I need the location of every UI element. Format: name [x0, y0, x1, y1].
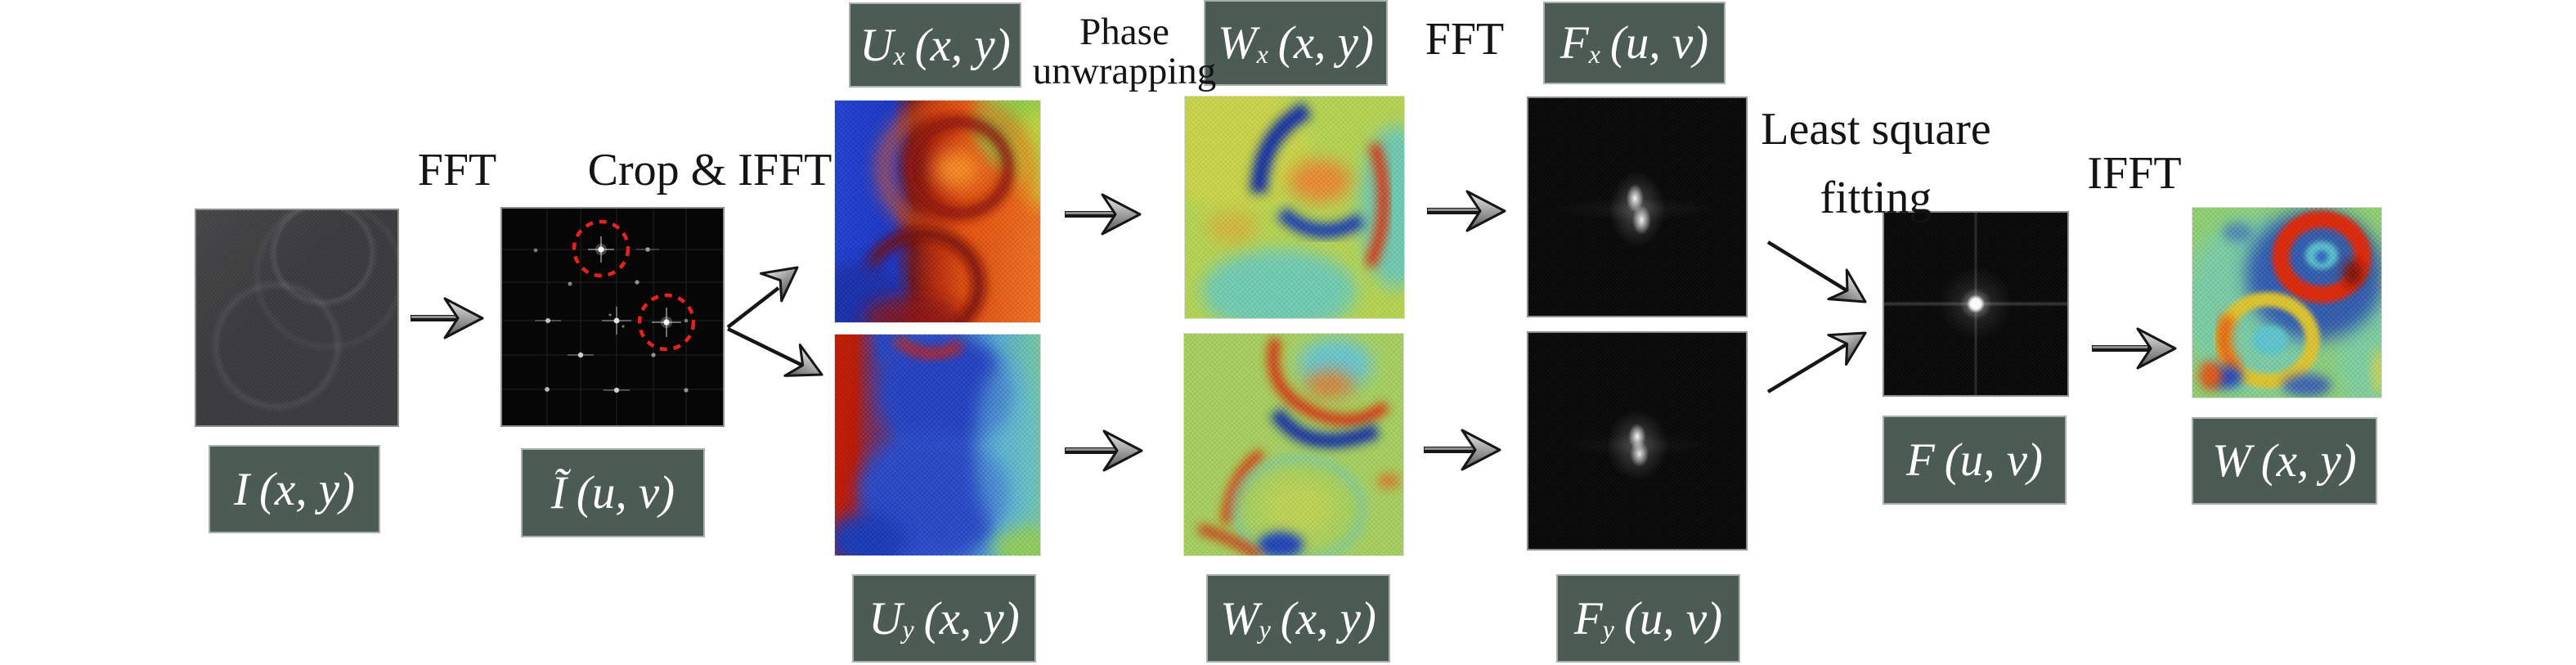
symbol-args: (x, y): [1280, 592, 1376, 645]
spectrum-peaks: [533, 236, 689, 393]
symbol-args: (u, v): [576, 467, 675, 519]
image-spectrum-fy: [1527, 331, 1748, 550]
step-text-line1: Least square: [1761, 104, 1991, 155]
arrow-fx-to-f: [1766, 240, 1867, 303]
symbol-main: U: [868, 592, 903, 645]
arrow-branch-to-uy: [727, 326, 824, 377]
step-text: FFT: [417, 145, 497, 195]
image-spectrum-fx: [1527, 97, 1748, 317]
arrow-wy-to-fy: [1424, 429, 1501, 471]
label-box-i-tilde: Ĩ (u, v): [521, 448, 705, 537]
symbol-args: (u, v): [1609, 17, 1709, 69]
spectrum-dots-graphic: [502, 209, 723, 425]
arrow-uy-to-wy: [1065, 429, 1143, 472]
selection-circle-order1: [572, 219, 631, 278]
symbol-main: F: [1573, 592, 1603, 645]
symbol-main: W: [1218, 17, 1257, 69]
step-text-line2: unwrapping: [1032, 49, 1217, 92]
image-phase-uy: [834, 334, 1041, 556]
image-hologram-i: [195, 209, 399, 427]
step-label-fft-2: FFT: [1383, 13, 1546, 65]
step-text-line2: fitting: [1820, 173, 1932, 223]
selection-circle-order2: [637, 293, 696, 352]
step-label-least-square-fitting: Least square fitting: [1729, 95, 2023, 232]
symbol-main: Ĩ: [550, 467, 567, 519]
image-result-w: [2192, 207, 2382, 398]
image-phase-ux: [834, 100, 1041, 323]
arrow-ux-to-wx: [1065, 193, 1142, 236]
step-label-crop-ifft: Crop & IFFT: [546, 144, 873, 196]
arrow-f-to-w: [2092, 327, 2177, 370]
symbol-main: U: [859, 19, 894, 71]
step-text: Crop & IFFT: [587, 145, 832, 195]
symbol-args: (u, v): [1623, 592, 1723, 645]
step-label-fft-1: FFT: [375, 144, 539, 196]
label-box-i: I (x, y): [209, 445, 380, 533]
arrow-fy-to-f: [1766, 331, 1867, 393]
image-phase-wx: [1184, 96, 1405, 319]
symbol-args: (x, y): [258, 463, 356, 515]
symbol-main: I: [233, 463, 249, 515]
symbol-main: F: [1560, 17, 1589, 69]
step-text-line1: Phase: [1079, 11, 1169, 53]
symbol-args: (x, y): [2260, 435, 2357, 487]
symbol-main: W: [1220, 592, 1259, 645]
symbol-main: W: [2212, 435, 2251, 487]
symbol-main: F: [1905, 434, 1935, 486]
image-spectrum-f: [1883, 211, 2069, 397]
step-label-phase-unwrapping: Phase unwrapping: [1025, 11, 1224, 92]
label-box-f: F (u, v): [1883, 416, 2067, 505]
symbol-args: (x, y): [914, 19, 1011, 71]
step-text: FFT: [1425, 14, 1505, 65]
image-phase-wy: [1183, 333, 1404, 556]
step-text: IFFT: [2087, 148, 2182, 199]
image-spectrum-i-tilde: [500, 207, 725, 427]
arrow-wx-to-fx: [1427, 190, 1506, 232]
symbol-args: (x, y): [1277, 17, 1374, 69]
label-box-w: W (x, y): [2192, 417, 2377, 505]
symbol-args: (u, v): [1944, 434, 2044, 486]
step-label-ifft: IFFT: [2053, 147, 2216, 200]
symbol-args: (x, y): [923, 592, 1020, 645]
arrow-i-to-spectrum: [411, 297, 484, 339]
arrow-branch-to-ux: [726, 266, 799, 329]
